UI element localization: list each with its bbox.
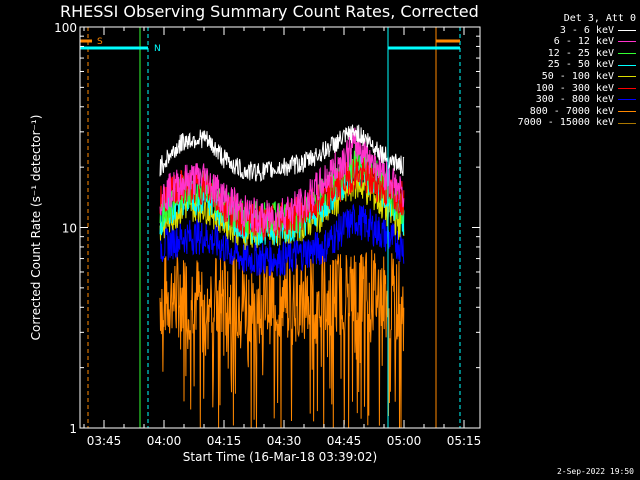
legend-label: 6 - 12 keV bbox=[553, 36, 614, 48]
legend-item: 100 - 300 keV bbox=[518, 83, 636, 95]
x-tick-label: 05:15 bbox=[447, 434, 482, 448]
legend-swatch bbox=[618, 122, 636, 124]
x-tick-label: 04:30 bbox=[267, 434, 302, 448]
legend-swatch bbox=[618, 53, 636, 55]
legend-label: 300 - 800 keV bbox=[535, 94, 614, 106]
legend-swatch bbox=[618, 99, 636, 101]
series-line-6 bbox=[159, 203, 405, 277]
legend-label: 7000 - 15000 keV bbox=[517, 117, 614, 129]
y-tick-label: 1 bbox=[69, 422, 77, 436]
legend-header: Det 3, Att 0 bbox=[563, 13, 636, 24]
chart-title: RHESSI Observing Summary Count Rates, Co… bbox=[60, 2, 479, 21]
night-label: N bbox=[154, 44, 161, 54]
series-line-0 bbox=[159, 124, 405, 182]
x-tick-label: 05:00 bbox=[387, 434, 422, 448]
legend-label: 100 - 300 keV bbox=[535, 82, 614, 94]
x-tick-label: 04:15 bbox=[207, 434, 242, 448]
legend-label: 3 - 6 keV bbox=[559, 24, 614, 36]
legend-item: 50 - 100 keV bbox=[518, 71, 636, 83]
legend-swatch bbox=[618, 41, 636, 43]
legend-item: 3 - 6 keV bbox=[518, 25, 636, 37]
y-tick-label: 10 bbox=[62, 222, 77, 236]
legend-swatch bbox=[618, 111, 636, 113]
legend-swatch bbox=[618, 64, 636, 66]
y-axis-label: Corrected Count Rate (s⁻¹ detector⁻¹) bbox=[29, 115, 43, 341]
legend-label: 800 - 7000 keV bbox=[529, 105, 614, 117]
saa-label: S bbox=[97, 37, 103, 47]
x-tick-label: 03:45 bbox=[87, 434, 122, 448]
legend-label: 12 - 25 keV bbox=[547, 47, 614, 59]
legend-item: 7000 - 15000 keV bbox=[518, 117, 636, 129]
x-axis-label: Start Time (16-Mar-18 03:39:02) bbox=[183, 450, 377, 464]
legend-item: 12 - 25 keV bbox=[518, 48, 636, 60]
legend-label: 50 - 100 keV bbox=[541, 70, 614, 82]
legend-item: 25 - 50 keV bbox=[518, 59, 636, 71]
series-line-1 bbox=[159, 127, 405, 235]
legend-swatch bbox=[618, 76, 636, 78]
legend: Det 3, Att 0 3 - 6 keV 6 - 12 keV 12 - 25 … bbox=[518, 13, 636, 129]
legend-item: 800 - 7000 keV bbox=[518, 106, 636, 118]
legend-label: 25 - 50 keV bbox=[547, 59, 614, 71]
footer-date: 2-Sep-2022 19:50 bbox=[556, 467, 634, 476]
legend-item: 6 - 12 keV bbox=[518, 36, 636, 48]
y-tick-label: 100 bbox=[54, 21, 77, 35]
x-tick-label: 04:00 bbox=[147, 434, 182, 448]
series-line-7 bbox=[159, 249, 405, 429]
x-tick-label: 04:45 bbox=[327, 434, 362, 448]
legend-swatch bbox=[618, 29, 636, 31]
legend-swatch bbox=[618, 87, 636, 89]
legend-item: 300 - 800 keV bbox=[518, 94, 636, 106]
